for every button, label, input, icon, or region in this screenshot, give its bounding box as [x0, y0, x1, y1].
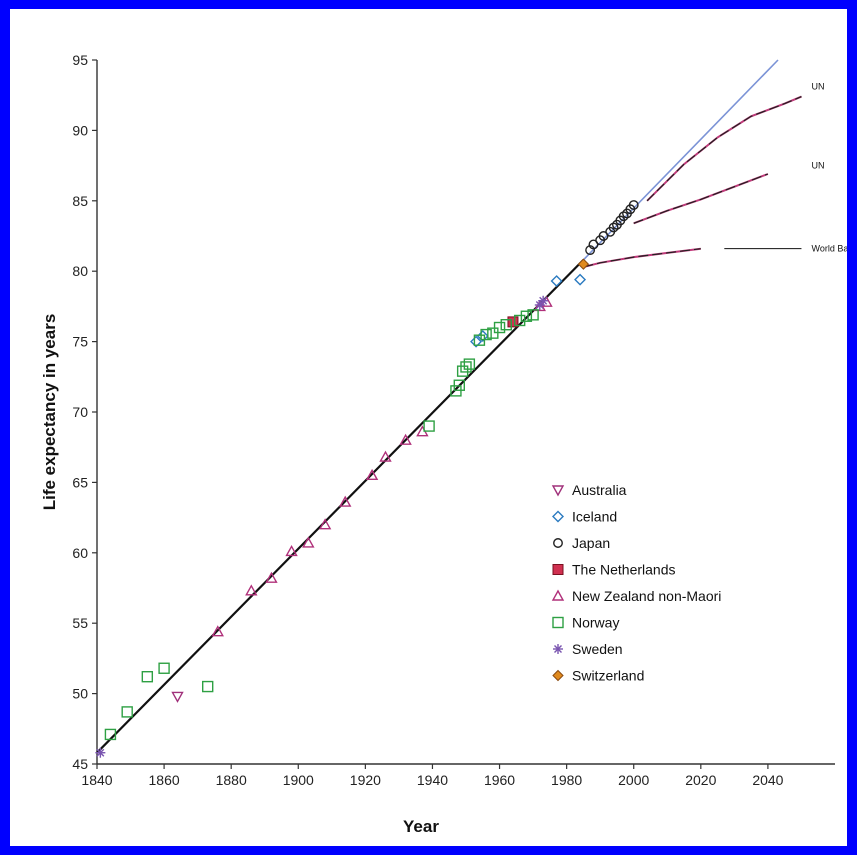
data-point: [527, 309, 539, 321]
legend-item: Japan: [553, 535, 610, 551]
y-tick-label: 90: [72, 122, 88, 138]
x-tick-label: 1840: [81, 772, 112, 788]
legend-item: Iceland: [552, 509, 617, 525]
projection-line-dash: [646, 96, 802, 202]
data-point: [302, 536, 315, 548]
legend-item: Norway: [552, 615, 619, 631]
x-tick-label: 1920: [350, 772, 381, 788]
projection-line-dash: [583, 248, 701, 268]
y-tick-label: 45: [72, 756, 88, 772]
data-point: [245, 584, 258, 596]
data-point: [453, 379, 465, 391]
data-point: [95, 747, 106, 758]
data-point: [470, 335, 483, 348]
legend-marker: [552, 616, 564, 629]
legend-label: The Netherlands: [572, 562, 676, 578]
x-tick-label: 2040: [752, 772, 783, 788]
data-point: [574, 273, 587, 286]
data-point: [171, 691, 184, 703]
y-tick-label: 80: [72, 263, 88, 279]
x-tick-label: 1880: [216, 772, 247, 788]
legend-item: Australia: [551, 482, 627, 498]
projection-label-un-upper: UN: [812, 82, 825, 92]
data-point: [211, 625, 224, 637]
data-point: [285, 544, 298, 557]
data-point: [460, 361, 472, 373]
life-expectancy-chart: 1840 1860 1880 1900 1920 1940 1960 1980 2000 2020…: [40, 52, 847, 836]
legend-label: Iceland: [572, 509, 617, 525]
legend-marker: [553, 644, 563, 654]
data-point: [513, 314, 526, 327]
data-point: [456, 365, 469, 377]
x-axis-title: Year: [403, 817, 439, 836]
y-tick-label: 95: [72, 52, 88, 68]
data-point: [500, 319, 512, 331]
legend-marker: [552, 510, 564, 523]
data-point: [538, 295, 549, 306]
data-point: [480, 328, 492, 341]
data-point: [476, 329, 489, 342]
projection-label-worldbank-un: World Bank, UN: [812, 244, 847, 254]
y-tick-label: 70: [72, 404, 88, 420]
x-tick-label: 2020: [685, 772, 716, 788]
data-point: [121, 706, 133, 718]
data-point: [463, 358, 476, 370]
data-point: [339, 495, 352, 507]
data-point: [379, 450, 392, 462]
x-tick-label: 1900: [283, 772, 314, 788]
legend-marker: [551, 485, 565, 497]
x-tick-label: 1940: [417, 772, 448, 788]
data-point: [265, 571, 278, 583]
y-tick-label: 85: [72, 193, 88, 209]
legend-marker: [553, 538, 563, 548]
legend-item: New Zealand non-Maori: [551, 588, 721, 604]
y-axis-title: Life expectancy in years: [40, 314, 59, 511]
data-point: [365, 468, 379, 481]
x-tick-label: 1860: [149, 772, 180, 788]
extrapolation-line: [582, 59, 779, 261]
legend-item: Switzerland: [552, 668, 644, 684]
y-tick-label: 75: [72, 334, 88, 350]
projection-line: [646, 95, 802, 202]
x-tick-label: 1960: [484, 772, 515, 788]
data-point: [550, 275, 563, 288]
data-point: [577, 258, 590, 270]
projection-line-dash: [633, 173, 769, 224]
legend-item: Sweden: [553, 641, 623, 657]
legend-label: Norway: [572, 615, 619, 631]
data-point: [201, 680, 214, 693]
legend-label: New Zealand non-Maori: [572, 588, 721, 604]
y-tick-label: 50: [72, 686, 88, 702]
data-point: [608, 222, 619, 233]
legend-label: Australia: [572, 482, 627, 498]
data-point: [158, 662, 170, 674]
y-tick-label: 65: [72, 474, 88, 490]
data-point: [585, 245, 596, 256]
chart-panel: 1840 1860 1880 1900 1920 1940 1960 1980 2000 2020…: [10, 9, 847, 846]
data-point: [520, 310, 533, 322]
y-tick-label: 55: [72, 615, 88, 631]
legend-label: Switzerland: [572, 668, 644, 684]
data-point: [507, 316, 519, 328]
data-point: [104, 728, 117, 741]
x-tick-label: 1980: [551, 772, 582, 788]
legend-label: Sweden: [572, 641, 623, 657]
legend-marker: [551, 589, 565, 601]
data-point: [628, 200, 639, 210]
data-point: [423, 420, 435, 432]
projection-label-un-middle: UN: [812, 160, 825, 170]
legend-item: The Netherlands: [552, 562, 676, 578]
legend-marker: [552, 564, 564, 575]
data-point: [141, 671, 154, 683]
data-point: [493, 321, 506, 334]
data-point: [318, 518, 332, 530]
y-tick-label: 60: [72, 545, 88, 561]
legend-marker: [552, 669, 564, 682]
data-point: [618, 211, 629, 222]
data-point: [399, 433, 412, 445]
x-tick-label: 2000: [618, 772, 649, 788]
legend-label: Japan: [572, 535, 610, 551]
